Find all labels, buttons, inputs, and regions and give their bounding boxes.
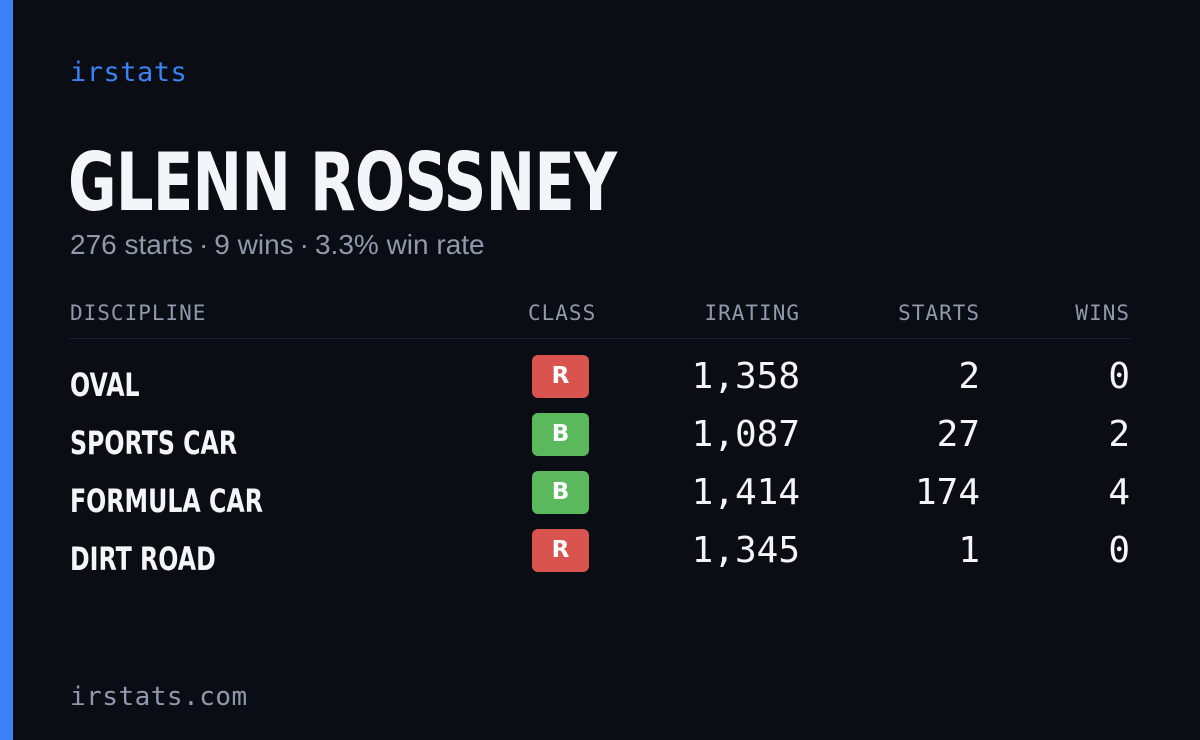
table-row: FORMULA CAR B 1,414 174 4	[70, 469, 1130, 527]
irating-value: 1,414	[691, 472, 800, 513]
header-class: CLASS	[528, 301, 597, 325]
driver-name: GLENN ROSSNEY	[68, 136, 617, 229]
wins-count: 9 wins	[214, 229, 294, 260]
wins-value: 4	[1108, 472, 1130, 513]
driver-summary: 276 starts · 9 wins · 3.3% win rate	[70, 228, 485, 262]
starts-value: 1	[958, 530, 980, 571]
starts-value: 174	[914, 472, 980, 513]
discipline-label: OVAL	[70, 366, 140, 404]
header-irating: IRATING	[704, 301, 800, 325]
header-starts: STARTS	[898, 301, 980, 325]
irating-value: 1,358	[691, 356, 800, 397]
footer-link[interactable]: irstats.com	[70, 682, 248, 712]
class-badge: R	[532, 529, 589, 572]
class-badge: R	[532, 355, 589, 398]
table-row: OVAL R 1,358 2 0	[70, 353, 1130, 411]
starts-value: 27	[936, 414, 980, 455]
summary-separator: ·	[299, 229, 309, 260]
starts-count: 276 starts	[70, 229, 193, 260]
wins-value: 2	[1108, 414, 1130, 455]
wins-value: 0	[1108, 530, 1130, 571]
win-rate: 3.3% win rate	[314, 229, 485, 260]
accent-bar	[0, 0, 13, 740]
header-discipline: DISCIPLINE	[70, 301, 207, 325]
table-row: DIRT ROAD R 1,345 1 0	[70, 527, 1130, 585]
table-body: OVAL R 1,358 2 0 SPORTS CAR B 1,087 27 2…	[70, 339, 1130, 585]
class-badge: B	[532, 413, 589, 456]
brand-logo: irstats	[70, 57, 188, 88]
wins-value: 0	[1108, 356, 1130, 397]
irating-value: 1,087	[691, 414, 800, 455]
discipline-label: DIRT ROAD	[70, 540, 216, 578]
table-header: DISCIPLINE CLASS IRATING STARTS WINS	[70, 296, 1130, 339]
discipline-table: DISCIPLINE CLASS IRATING STARTS WINS OVA…	[70, 296, 1130, 585]
starts-value: 2	[958, 356, 980, 397]
irating-value: 1,345	[691, 530, 800, 571]
table-row: SPORTS CAR B 1,087 27 2	[70, 411, 1130, 469]
summary-separator: ·	[198, 229, 209, 260]
discipline-label: FORMULA CAR	[70, 482, 263, 520]
class-badge: B	[532, 471, 589, 514]
discipline-label: SPORTS CAR	[70, 424, 238, 462]
header-wins: WINS	[1075, 301, 1130, 325]
